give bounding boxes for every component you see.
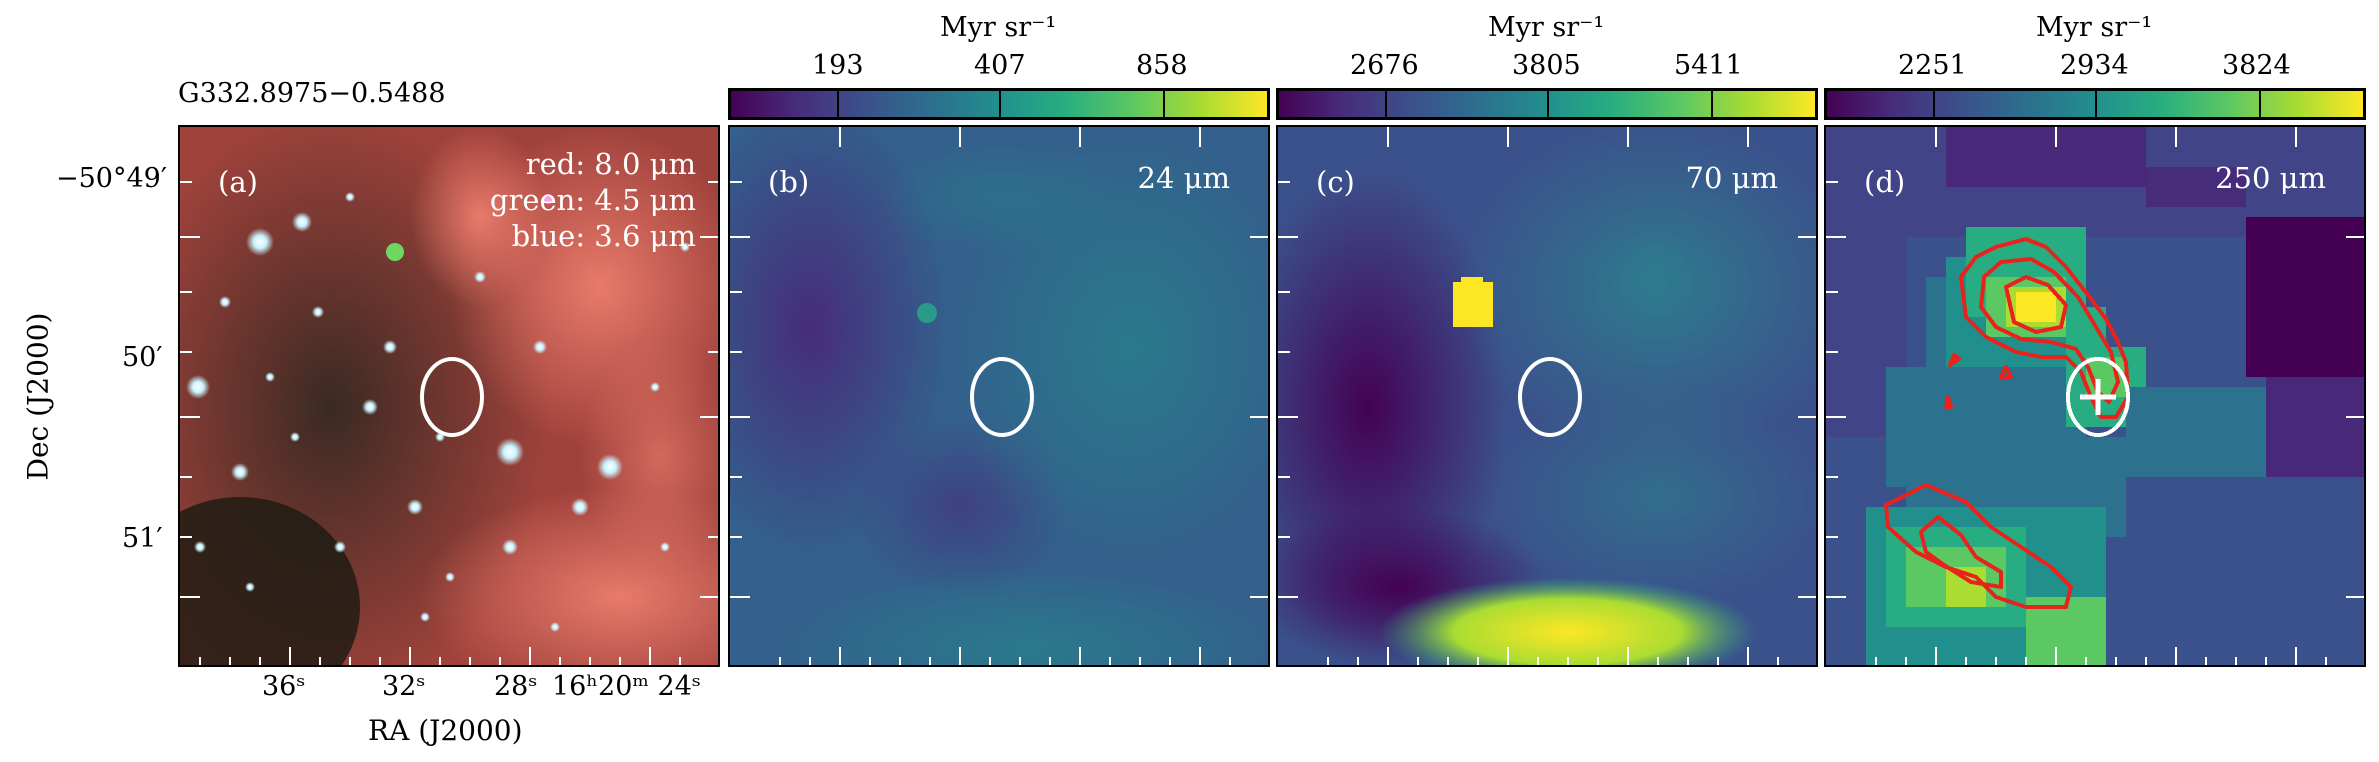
x-tick-label-32s: 32ˢ [382,671,426,702]
panel-d-cbar-tick-1: 2934 [2060,50,2129,81]
panel-b-label: (b) [768,165,810,199]
panel-d-colorbar-unit: Myr sr⁻¹ [2036,12,2153,43]
x-tick-label-24s: 16ʰ20ᵐ 24ˢ [552,671,701,702]
legend-blue: blue: 3.6 μm [511,219,696,253]
panel-a-label: (a) [218,165,258,199]
source-ellipse [970,357,1034,437]
panel-d-250um-image: (d) 250 μm [1824,125,2366,667]
panel-c-band: 70 μm [1685,161,1778,195]
y-tick-label-51: 51′ [122,523,163,554]
panel-c-cbar-tick-1: 3805 [1512,50,1581,81]
panel-c-70um-image: (c) 70 μm [1276,125,1818,667]
panel-b-cbar-tick-0: 193 [812,50,864,81]
panel-d-label: (d) [1864,165,1906,199]
panel-b-colorbar-unit: Myr sr⁻¹ [940,12,1057,43]
panel-c-image [1278,127,1816,665]
panel-c-colorbar-unit: Myr sr⁻¹ [1488,12,1605,43]
panel-c-cbar-tick-0: 2676 [1350,50,1419,81]
panel-b-cbar-tick-1: 407 [974,50,1026,81]
source-ellipse [1518,357,1582,437]
panel-c-label: (c) [1316,165,1355,199]
panel-d-cbar-tick-0: 2251 [1898,50,1967,81]
y-axis-label: Dec (J2000) [21,312,55,481]
y-tick-label-50: 50′ [122,342,163,373]
panel-b-cbar-tick-2: 858 [1136,50,1188,81]
panel-c-colorbar [1276,88,1818,120]
panel-d-cbar-tick-2: 3824 [2222,50,2291,81]
panel-b-24um-image: (b) 24 μm [728,125,1270,667]
panel-d-colorbar [1824,88,2366,120]
x-tick-label-36s: 36ˢ [262,671,306,702]
source-name: G332.8975−0.5488 [178,78,446,109]
contours [1884,237,2130,609]
panel-b-colorbar [728,88,1270,120]
source-ellipse [2066,357,2130,437]
legend-red: red: 8.0 μm [525,147,696,181]
panel-b-band: 24 μm [1137,161,1230,195]
panel-c-cbar-tick-2: 5411 [1674,50,1743,81]
x-tick-label-28s: 28ˢ [494,671,538,702]
panel-a-rgb-image: (a) red: 8.0 μm green: 4.5 μm blue: 3.6 … [178,125,720,667]
source-cross [2080,379,2116,415]
panel-d-band: 250 μm [2215,161,2326,195]
panel-b-image [730,127,1268,665]
source-ellipse [420,357,484,437]
legend-green: green: 4.5 μm [489,183,696,217]
y-tick-label-49: −50°49′ [56,163,167,194]
x-axis-label: RA (J2000) [368,714,523,747]
panel-d-image [1826,127,2364,665]
panel-a-image [180,127,718,665]
